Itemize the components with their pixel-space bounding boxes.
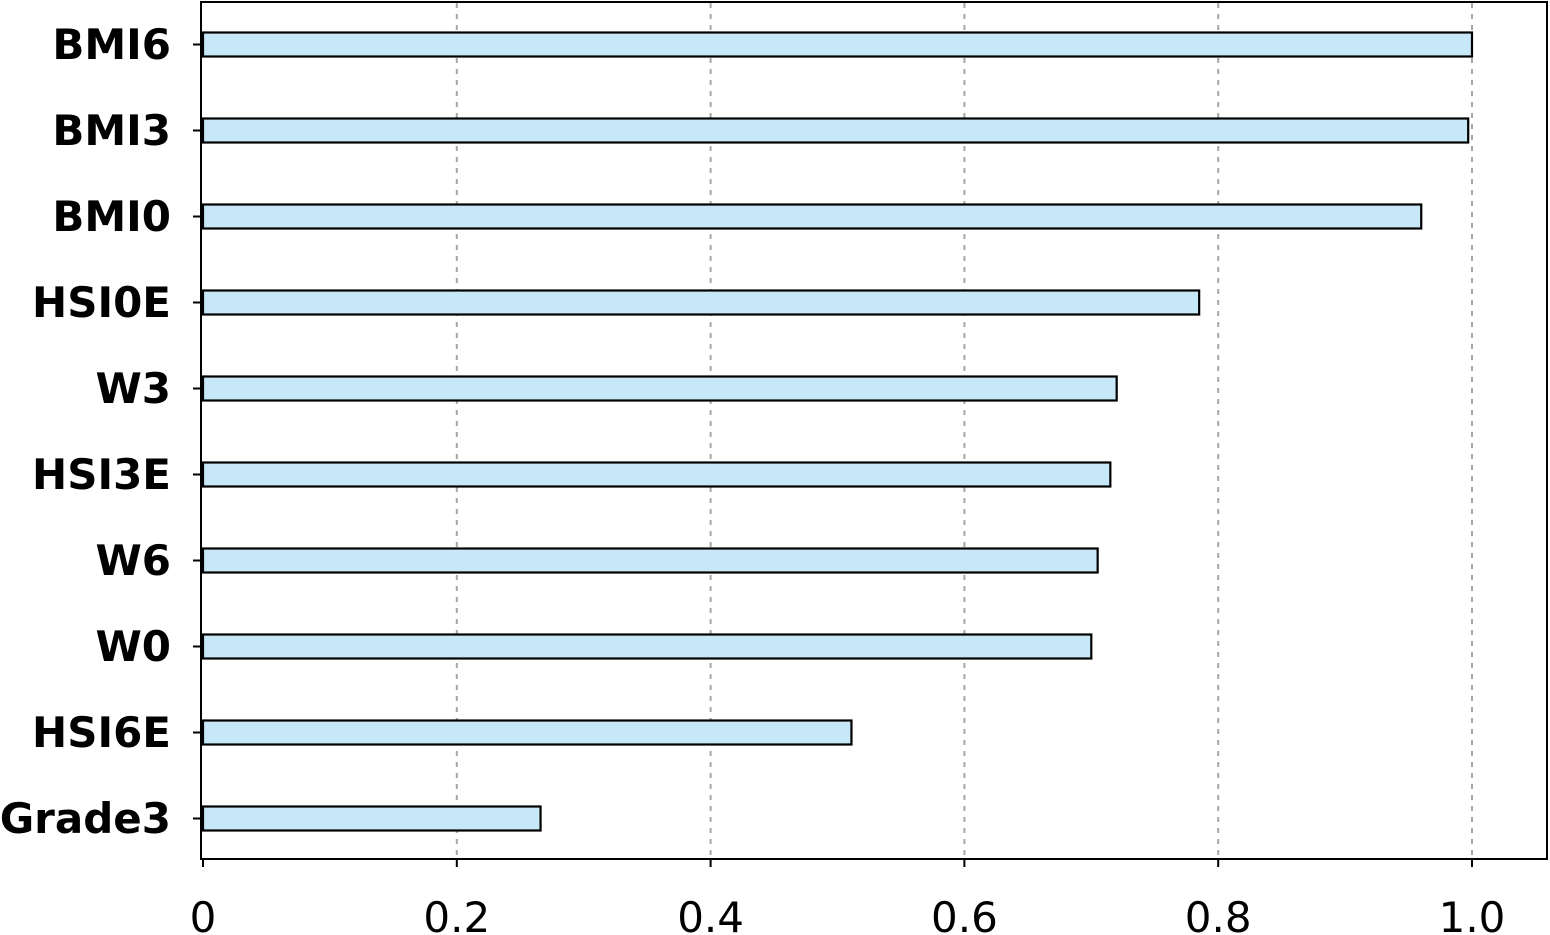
ytick-label-bmi6: BMI6: [52, 20, 171, 69]
bar-bmi6: [201, 31, 1474, 58]
bar-w6: [201, 547, 1099, 574]
ytick-label-w0: W0: [95, 622, 171, 671]
bar-w3: [201, 375, 1118, 402]
plot-frame: [200, 1, 1548, 860]
bar-bmi0: [201, 203, 1423, 230]
ytick-label-bmi0: BMI0: [52, 192, 171, 241]
ytick-label-grade3: Grade3: [0, 794, 171, 843]
x-axis-ticks: 0 0.2 0.4 0.6 0.8 1.0: [190, 859, 1506, 935]
bar-hsi6e: [201, 719, 853, 746]
bars: [201, 31, 1474, 832]
bar-grade3: [201, 805, 542, 832]
xtick-label-1.0: 1.0: [1439, 893, 1506, 935]
ytick-label-w6: W6: [95, 536, 171, 585]
bar-w0: [201, 633, 1093, 660]
ytick-label-hsi3e: HSI3E: [32, 450, 171, 499]
xtick-label-0.2: 0.2: [423, 893, 490, 935]
xtick-label-0.4: 0.4: [677, 893, 744, 935]
ytick-label-bmi3: BMI3: [52, 106, 171, 155]
ytick-label-hsi6e: HSI6E: [32, 708, 171, 757]
bar-hsi3e: [201, 461, 1112, 488]
xtick-label-0.8: 0.8: [1185, 893, 1252, 935]
xtick-label-0.6: 0.6: [931, 893, 998, 935]
ytick-label-w3: W3: [95, 364, 171, 413]
bar-hsi0e: [201, 289, 1201, 316]
xtick-label-0: 0: [190, 893, 217, 935]
y-axis-ticks: BMI6 BMI3 BMI0 HSI0E W3 HSI3E W6 W0 HSI6E Grade3: [0, 20, 201, 843]
bar-bmi3: [201, 117, 1470, 144]
ytick-label-hsi0e: HSI0E: [32, 278, 171, 327]
